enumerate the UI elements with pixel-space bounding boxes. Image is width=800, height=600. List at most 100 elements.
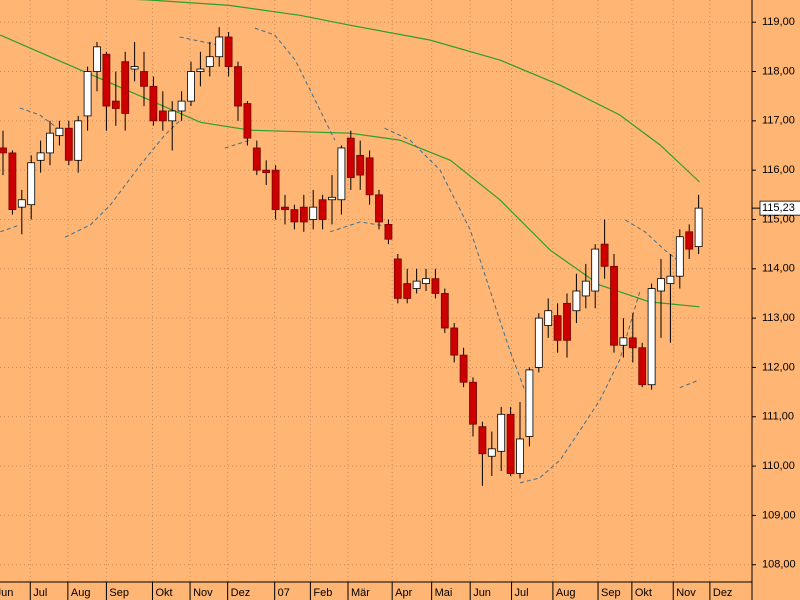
candle-body bbox=[412, 280, 421, 289]
candle-body bbox=[177, 100, 186, 112]
indicator-line bbox=[329, 221, 385, 233]
x-tick-label: Feb bbox=[313, 587, 332, 599]
y-tick-label: 108,00 bbox=[762, 559, 796, 571]
candle-body bbox=[572, 290, 581, 312]
candle-body bbox=[516, 438, 524, 474]
y-tick-label: 118,00 bbox=[762, 65, 795, 77]
candle-body bbox=[337, 147, 346, 201]
last-price-label: 115,23 bbox=[762, 202, 795, 214]
candle-body bbox=[64, 127, 73, 161]
candle-body bbox=[46, 132, 54, 154]
candle-body bbox=[647, 288, 656, 386]
candle-body bbox=[610, 265, 618, 346]
x-tick-label: Dez bbox=[713, 587, 733, 599]
candle-body bbox=[563, 302, 571, 341]
candle-body bbox=[685, 231, 694, 250]
indicator-line bbox=[254, 27, 336, 141]
candle-body bbox=[243, 103, 252, 139]
candle-body bbox=[36, 152, 45, 161]
x-tick-label: 07 bbox=[278, 587, 290, 599]
candle-body bbox=[666, 275, 675, 285]
candle-body bbox=[290, 209, 299, 223]
candle-body bbox=[328, 196, 336, 201]
candle-body bbox=[121, 61, 130, 114]
indicator-line bbox=[384, 127, 526, 391]
candle-body bbox=[675, 236, 684, 277]
candle-body bbox=[281, 206, 289, 211]
x-tick-label: Jun bbox=[0, 587, 13, 599]
x-tick-label: Okt bbox=[635, 587, 652, 599]
indicator-line bbox=[625, 219, 681, 263]
indicator-line bbox=[0, 34, 700, 308]
candle-body bbox=[140, 71, 148, 87]
candle-body bbox=[17, 199, 26, 208]
x-tick-label: Jul bbox=[515, 587, 529, 599]
indicator-line bbox=[679, 379, 700, 389]
y-tick-label: 115,00 bbox=[762, 213, 795, 225]
y-tick-label: 114,00 bbox=[762, 263, 795, 275]
candle-body bbox=[384, 224, 393, 240]
candle-body bbox=[149, 85, 158, 122]
indicator-line bbox=[64, 120, 181, 238]
candle-body bbox=[299, 206, 308, 223]
x-tick-label: Dez bbox=[231, 587, 251, 599]
candle-body bbox=[93, 46, 101, 72]
candle-body bbox=[422, 278, 430, 285]
candle-body bbox=[168, 110, 177, 122]
x-tick-label: Mai bbox=[435, 587, 453, 599]
candle-body bbox=[224, 36, 233, 67]
candle-body bbox=[356, 154, 365, 176]
candle-body bbox=[365, 157, 374, 196]
candle-body bbox=[55, 127, 64, 137]
y-tick-label: 110,00 bbox=[762, 460, 795, 472]
candle-body bbox=[262, 169, 271, 174]
candle-body bbox=[544, 310, 553, 326]
candle-body bbox=[309, 206, 318, 220]
candle-body bbox=[506, 413, 515, 474]
x-tick-label: Apr bbox=[395, 587, 412, 599]
candle-body bbox=[591, 248, 600, 292]
candle-body bbox=[403, 283, 412, 299]
candle-body bbox=[205, 56, 214, 67]
candle-body bbox=[450, 327, 459, 356]
candle-body bbox=[8, 152, 17, 211]
x-tick-label: Aug bbox=[556, 587, 576, 599]
x-tick-label: Jun bbox=[473, 587, 491, 599]
candle-body bbox=[375, 194, 383, 223]
y-tick-label: 111,00 bbox=[762, 411, 794, 423]
candle-body bbox=[130, 66, 139, 70]
indicator-line bbox=[19, 107, 61, 131]
x-tick-label: Aug bbox=[71, 587, 91, 599]
y-tick-label: 117,00 bbox=[762, 115, 795, 127]
candle-body bbox=[187, 71, 195, 102]
candle-body bbox=[196, 68, 205, 72]
candle-body bbox=[497, 413, 506, 452]
candle-body bbox=[694, 207, 703, 248]
x-tick-label: Nov bbox=[676, 587, 696, 599]
indicator-line bbox=[519, 289, 641, 484]
candle-body bbox=[459, 354, 468, 383]
x-tick-label: Nov bbox=[193, 587, 213, 599]
candle-body bbox=[581, 280, 590, 297]
candle-body bbox=[628, 337, 637, 349]
candle-body bbox=[234, 66, 242, 107]
x-tick-label: Okt bbox=[155, 587, 172, 599]
x-tick-label: Sep bbox=[601, 587, 621, 599]
candle-body bbox=[638, 347, 647, 386]
candle-body bbox=[215, 36, 224, 58]
candle-body bbox=[27, 162, 36, 206]
candle-body bbox=[102, 53, 111, 107]
candle-body bbox=[111, 100, 120, 109]
indicator-line bbox=[224, 139, 251, 149]
candles bbox=[0, 27, 703, 486]
y-tick-label: 112,00 bbox=[762, 361, 795, 373]
candle-body bbox=[619, 337, 628, 346]
y-tick-label: 116,00 bbox=[762, 164, 795, 176]
candle-body bbox=[487, 448, 496, 457]
x-tick-label: Mär bbox=[351, 587, 370, 599]
candle-body bbox=[440, 293, 449, 329]
y-tick-label: 119,00 bbox=[762, 16, 795, 28]
